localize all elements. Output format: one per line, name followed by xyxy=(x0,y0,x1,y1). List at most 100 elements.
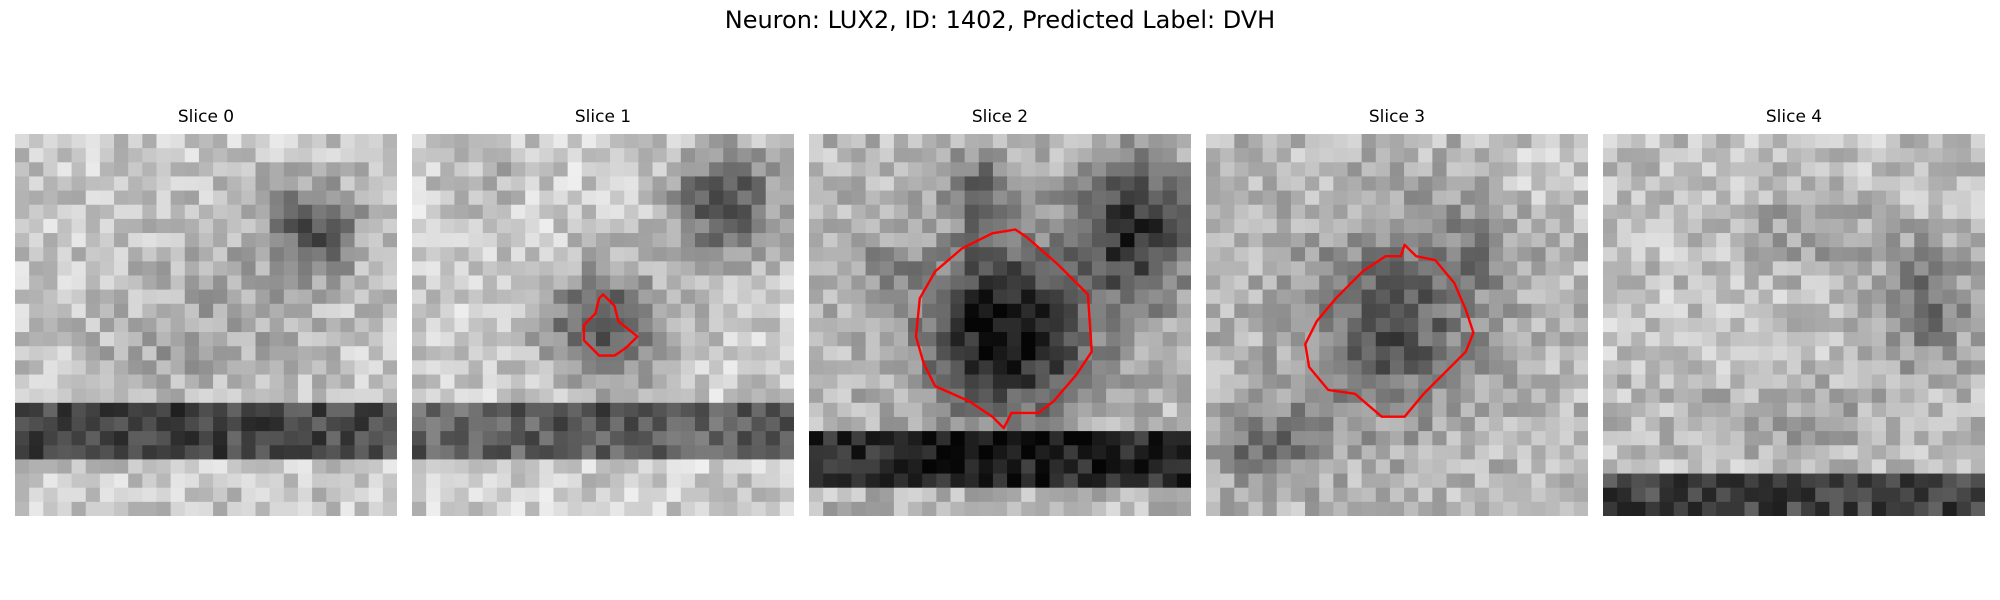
pixel xyxy=(1559,261,1575,277)
pixel xyxy=(1801,445,1816,461)
pixel xyxy=(624,148,639,163)
pixel xyxy=(468,388,484,404)
pixel xyxy=(1106,233,1121,248)
pixel xyxy=(624,233,639,248)
pixel xyxy=(1914,459,1930,475)
pixel xyxy=(837,416,853,432)
pixel xyxy=(156,247,172,262)
pixel xyxy=(1786,233,1802,248)
pixel xyxy=(142,289,158,305)
pixel xyxy=(241,218,257,234)
pixel xyxy=(893,346,909,361)
pixel xyxy=(1432,247,1448,262)
pixel xyxy=(283,388,299,404)
pixel xyxy=(1333,317,1349,333)
pixel xyxy=(1375,402,1391,418)
pixel xyxy=(865,459,881,475)
pixel xyxy=(978,416,994,432)
pixel xyxy=(1801,374,1816,390)
pixel xyxy=(368,303,384,319)
pixel xyxy=(114,332,129,347)
pixel xyxy=(297,247,313,262)
pixel xyxy=(581,247,597,262)
pixel xyxy=(1234,233,1250,248)
pixel xyxy=(1106,416,1121,432)
pixel xyxy=(1885,431,1901,446)
pixel xyxy=(15,416,30,432)
pixel xyxy=(454,431,470,446)
pixel xyxy=(283,487,299,503)
pixel xyxy=(1021,459,1036,475)
pixel xyxy=(1503,190,1518,206)
pixel xyxy=(368,346,384,361)
pixel xyxy=(1970,416,1985,432)
pixel xyxy=(567,261,583,277)
pixel xyxy=(85,275,101,291)
pixel xyxy=(680,289,696,305)
pixel xyxy=(1673,431,1689,446)
pixel xyxy=(1843,374,1859,390)
pixel xyxy=(652,289,668,305)
pixel xyxy=(1091,176,1107,192)
pixel xyxy=(893,487,909,503)
pixel xyxy=(1248,388,1264,404)
pixel xyxy=(1305,303,1320,319)
pixel xyxy=(765,134,781,149)
pixel xyxy=(1220,317,1235,333)
pixel xyxy=(666,261,682,277)
pixel xyxy=(539,416,555,432)
pixel xyxy=(809,247,824,262)
pixel xyxy=(184,431,200,446)
pixel xyxy=(1573,487,1588,503)
pixel xyxy=(1631,431,1647,446)
pixel xyxy=(851,473,867,489)
pixel xyxy=(1673,148,1689,163)
pixel xyxy=(412,487,427,503)
pixel xyxy=(779,303,794,319)
pixel xyxy=(283,360,299,376)
pixel xyxy=(723,162,739,178)
pixel xyxy=(1474,374,1490,390)
pixel xyxy=(482,303,498,319)
pixel xyxy=(1673,247,1689,262)
pixel xyxy=(666,218,682,234)
pixel xyxy=(1418,487,1433,503)
pixel xyxy=(992,261,1008,277)
pixel xyxy=(1631,289,1647,305)
pixel xyxy=(1305,190,1320,206)
pixel xyxy=(879,176,895,192)
pixel xyxy=(1801,402,1816,418)
pixel xyxy=(1063,473,1079,489)
pixel xyxy=(1290,487,1306,503)
pixel xyxy=(865,190,881,206)
pixel xyxy=(1702,303,1717,319)
pixel xyxy=(297,190,313,206)
pixel xyxy=(170,247,186,262)
pixel xyxy=(1970,148,1985,163)
pixel xyxy=(765,162,781,178)
pixel xyxy=(1559,162,1575,178)
pixel xyxy=(950,134,966,149)
pixel xyxy=(652,303,668,319)
pixel xyxy=(694,346,710,361)
slice-panel-2: Slice 2 xyxy=(809,107,1191,519)
pixel xyxy=(482,204,498,220)
pixel xyxy=(610,218,625,234)
pixel xyxy=(1970,289,1985,305)
pixel xyxy=(1063,416,1079,432)
pixel xyxy=(1432,487,1448,503)
pixel xyxy=(709,459,724,475)
pixel xyxy=(15,487,30,503)
pixel xyxy=(837,317,853,333)
pixel xyxy=(114,162,129,178)
pixel xyxy=(1559,445,1575,461)
pixel xyxy=(837,247,853,262)
pixel xyxy=(1035,431,1051,446)
pixel xyxy=(29,473,44,489)
pixel xyxy=(114,346,129,361)
pixel xyxy=(426,501,441,516)
pixel xyxy=(595,473,611,489)
pixel xyxy=(1319,402,1334,418)
pixel xyxy=(638,275,654,291)
pixel xyxy=(525,303,540,319)
